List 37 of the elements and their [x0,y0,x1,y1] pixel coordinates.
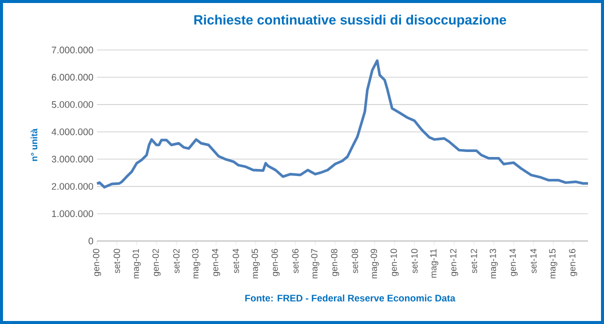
x-tick-label: mag-07 [311,248,320,278]
x-tick-label: set-12 [470,248,478,274]
x-tick-label: gen-06 [271,248,280,276]
x-tick-label: gen-16 [569,248,578,276]
x-tick-label: mag-13 [490,248,498,278]
y-tick-label: 5.000.000 [52,101,94,108]
source-note: Fonte: FRED - Federal Reserve Economic Data [245,294,456,302]
x-tick-label: set-06 [292,248,299,274]
y-tick-label: 7.000.000 [52,46,94,54]
x-tick-label: mag-01 [132,248,141,278]
x-tick-label: set-08 [352,248,358,274]
x-tick-label: mag-03 [192,248,200,278]
y-tick-label: 1.000.000 [52,210,94,218]
x-tick-label: gen-08 [331,248,340,276]
x-tick-label: set-04 [232,248,240,274]
x-tick-label: mag-15 [549,248,558,278]
x-tick-label: gen-04 [212,248,220,276]
x-tick-label: set-00 [114,248,120,274]
x-tick-label: gen-14 [510,248,518,276]
y-tick-label: 6.000.000 [52,74,94,81]
x-tick-label: set-14 [530,248,537,274]
x-tick-label: gen-02 [152,248,161,276]
x-tick-label: mag-11 [430,248,438,278]
line-series [96,59,590,189]
x-tick-label: mag-05 [252,248,260,278]
x-tick-label: set-10 [411,248,418,274]
y-tick-label: 3.000.000 [52,156,94,162]
y-tick-label: 0 [88,238,94,244]
y-tick-label: 4.000.000 [52,128,94,136]
x-tick-label: set-02 [173,248,180,274]
x-tick-label: gen-12 [450,248,458,276]
x-tick-label: mag-09 [370,248,379,278]
chart-title: Richieste continuative sussidi di disoccupazione [194,14,506,28]
x-tick-label: gen-00 [92,248,102,276]
y-tick-label: 2.000.000 [52,183,94,190]
x-tick-label: gen-10 [390,248,399,276]
y-axis-title: n° unità [30,128,38,161]
